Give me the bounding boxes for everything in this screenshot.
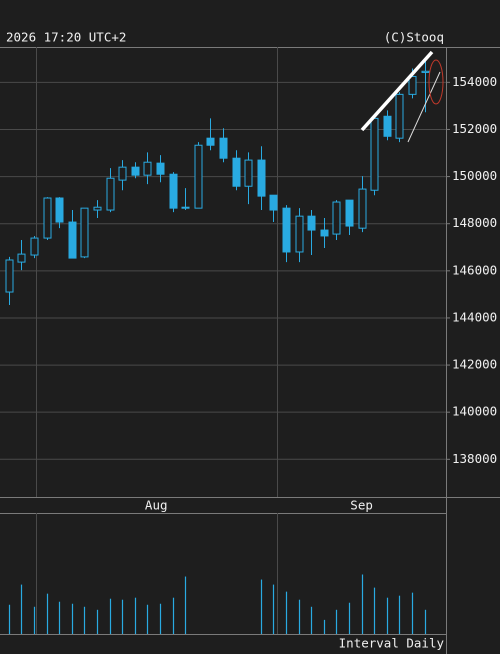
y-tick-label: 140000 bbox=[452, 404, 497, 419]
candle-body bbox=[257, 159, 266, 197]
y-tick-label: 146000 bbox=[452, 262, 497, 277]
candle-body bbox=[395, 93, 404, 139]
candle-body bbox=[55, 197, 64, 223]
x-tick-label: Sep bbox=[350, 498, 373, 513]
candle-body bbox=[295, 215, 304, 253]
footer: Interval Daily bbox=[339, 636, 445, 651]
candle-body bbox=[206, 137, 215, 146]
candle-body bbox=[156, 162, 165, 175]
y-tick-label: 152000 bbox=[452, 121, 497, 136]
candle-body bbox=[282, 207, 291, 253]
candle-body bbox=[118, 166, 127, 181]
y-tick-label: 154000 bbox=[452, 74, 497, 89]
candle-body bbox=[80, 207, 89, 258]
candle-body bbox=[219, 137, 228, 159]
candle-body bbox=[345, 199, 354, 227]
candle-body bbox=[143, 161, 152, 176]
candle-body bbox=[5, 259, 14, 293]
header-left: 2026 17:20 UTC+2 bbox=[6, 30, 126, 45]
candle-body bbox=[93, 206, 102, 211]
candle-body bbox=[244, 159, 253, 187]
candle-body bbox=[17, 253, 26, 263]
candle-body bbox=[408, 75, 417, 95]
candle-body bbox=[194, 144, 203, 209]
header-right: (C)Stooq bbox=[384, 30, 444, 45]
candle-body bbox=[358, 188, 367, 229]
candle-body bbox=[320, 229, 329, 237]
candle-body bbox=[332, 201, 341, 235]
candle-body bbox=[106, 177, 115, 211]
candle-body bbox=[383, 115, 392, 137]
candle-body bbox=[68, 221, 77, 259]
candle-body bbox=[421, 70, 430, 73]
candle-body bbox=[232, 157, 241, 187]
candle-body bbox=[307, 215, 316, 231]
candle-body bbox=[181, 206, 190, 209]
marks: 138000 140000 142000 144000 146000 148000 1500… bbox=[0, 60, 497, 634]
highlight-ellipse bbox=[428, 59, 444, 105]
candle-body bbox=[43, 197, 52, 239]
y-tick-label: 148000 bbox=[452, 215, 497, 230]
y-tick-label: 142000 bbox=[452, 357, 497, 372]
candle-body bbox=[269, 194, 278, 211]
candle-body bbox=[30, 237, 39, 256]
y-tick-label: 144000 bbox=[452, 309, 497, 324]
candle-body bbox=[169, 173, 178, 209]
trend-line bbox=[360, 50, 434, 132]
x-tick-label: Aug bbox=[145, 498, 168, 513]
trend-line bbox=[407, 71, 441, 143]
candle-body bbox=[131, 166, 140, 176]
y-tick-label: 138000 bbox=[452, 451, 497, 466]
candle-body bbox=[370, 117, 379, 191]
y-tick-label: 150000 bbox=[452, 168, 497, 183]
